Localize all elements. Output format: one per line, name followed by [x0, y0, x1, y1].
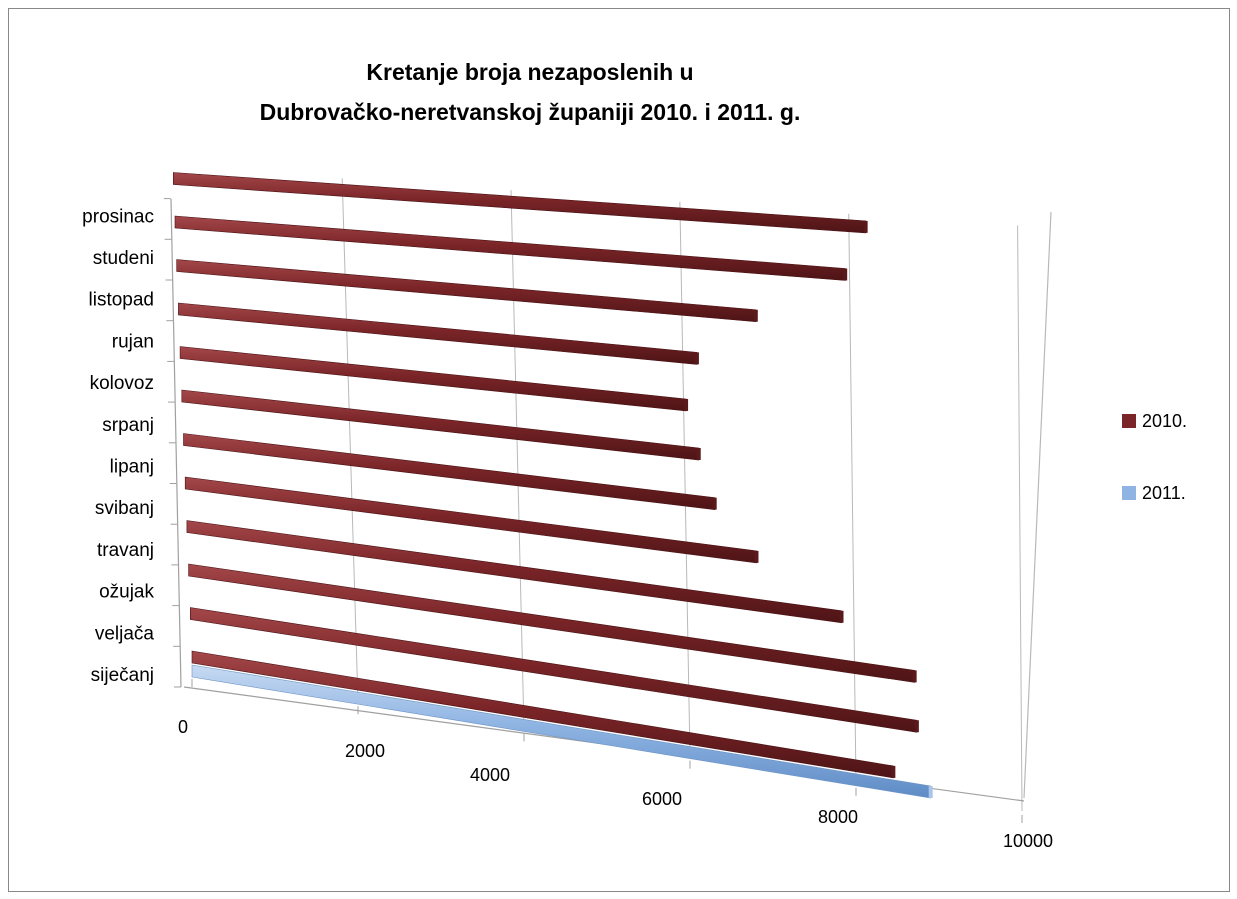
bar-cap-2010-svibanj — [754, 550, 759, 563]
x-tick-label-6000: 6000 — [642, 789, 682, 809]
category-label-1: veljača — [95, 623, 155, 644]
bar-cap-2010-studeni — [843, 268, 848, 281]
legend-item-2011: 2011. — [1122, 483, 1186, 503]
y-axis-line — [170, 198, 182, 688]
chart-title-line-2: Dubrovačko-neretvanskoj županiji 2010. i… — [259, 99, 801, 125]
bar-cap-2010-siječanj — [891, 765, 896, 778]
category-label-8: rujan — [112, 331, 154, 352]
legend-label-2011: 2011. — [1142, 482, 1186, 503]
category-label-11: prosinac — [82, 206, 154, 227]
category-label-6: srpanj — [102, 415, 154, 436]
legend-label-2010: 2010. — [1142, 410, 1188, 431]
bar-2010-travanj — [186, 520, 842, 624]
bar-cap-2010-ožujak — [912, 670, 917, 683]
legend-item-2010: 2010. — [1122, 411, 1187, 431]
chart-frame — [8, 8, 1230, 892]
gridline-6000 — [679, 201, 691, 757]
category-label-9: listopad — [89, 290, 155, 311]
bar-cap-2010-srpanj — [696, 447, 701, 460]
category-label-4: svibanj — [95, 498, 154, 519]
category-label-3: travanj — [97, 540, 154, 561]
bar-cap-2010-travanj — [839, 610, 844, 623]
gridline-2000 — [341, 178, 359, 703]
category-label-5: lipanj — [110, 457, 154, 478]
chart-title-line-1: Kretanje broja nezaposlenih u — [366, 59, 694, 85]
gridline-4000 — [510, 190, 525, 730]
x-tick-label-4000: 4000 — [470, 765, 510, 785]
category-label-10: studeni — [93, 248, 154, 269]
bar-2010-svibanj — [184, 476, 757, 564]
x-tick-label-8000: 8000 — [818, 807, 858, 827]
bar-cap-2010-rujan — [694, 352, 699, 365]
legend-swatch-2011 — [1122, 486, 1136, 500]
bar-cap-2010-prosinac — [863, 220, 868, 233]
x-tick-label-2000: 2000 — [345, 741, 385, 761]
category-label-2: ožujak — [99, 582, 154, 603]
bar-2011-siječanj — [191, 664, 932, 799]
bar-cap-2010-lipanj — [712, 497, 717, 510]
category-label-0: siječanj — [91, 665, 154, 686]
category-label-7: kolovoz — [90, 373, 154, 394]
bar-cap-2011-siječanj — [928, 786, 933, 799]
bar-cap-2010-kolovoz — [684, 398, 689, 411]
x-tick-label-0: 0 — [178, 717, 188, 737]
x-tick-label-10000: 10000 — [1003, 831, 1053, 851]
gridline-10000 — [1017, 225, 1023, 812]
legend-swatch-2010 — [1122, 414, 1136, 428]
bar-cap-2010-listopad — [753, 309, 758, 322]
bar-cap-2010-veljača — [914, 720, 919, 733]
back-wall-edge — [1023, 211, 1052, 799]
gridline-8000 — [848, 213, 857, 784]
